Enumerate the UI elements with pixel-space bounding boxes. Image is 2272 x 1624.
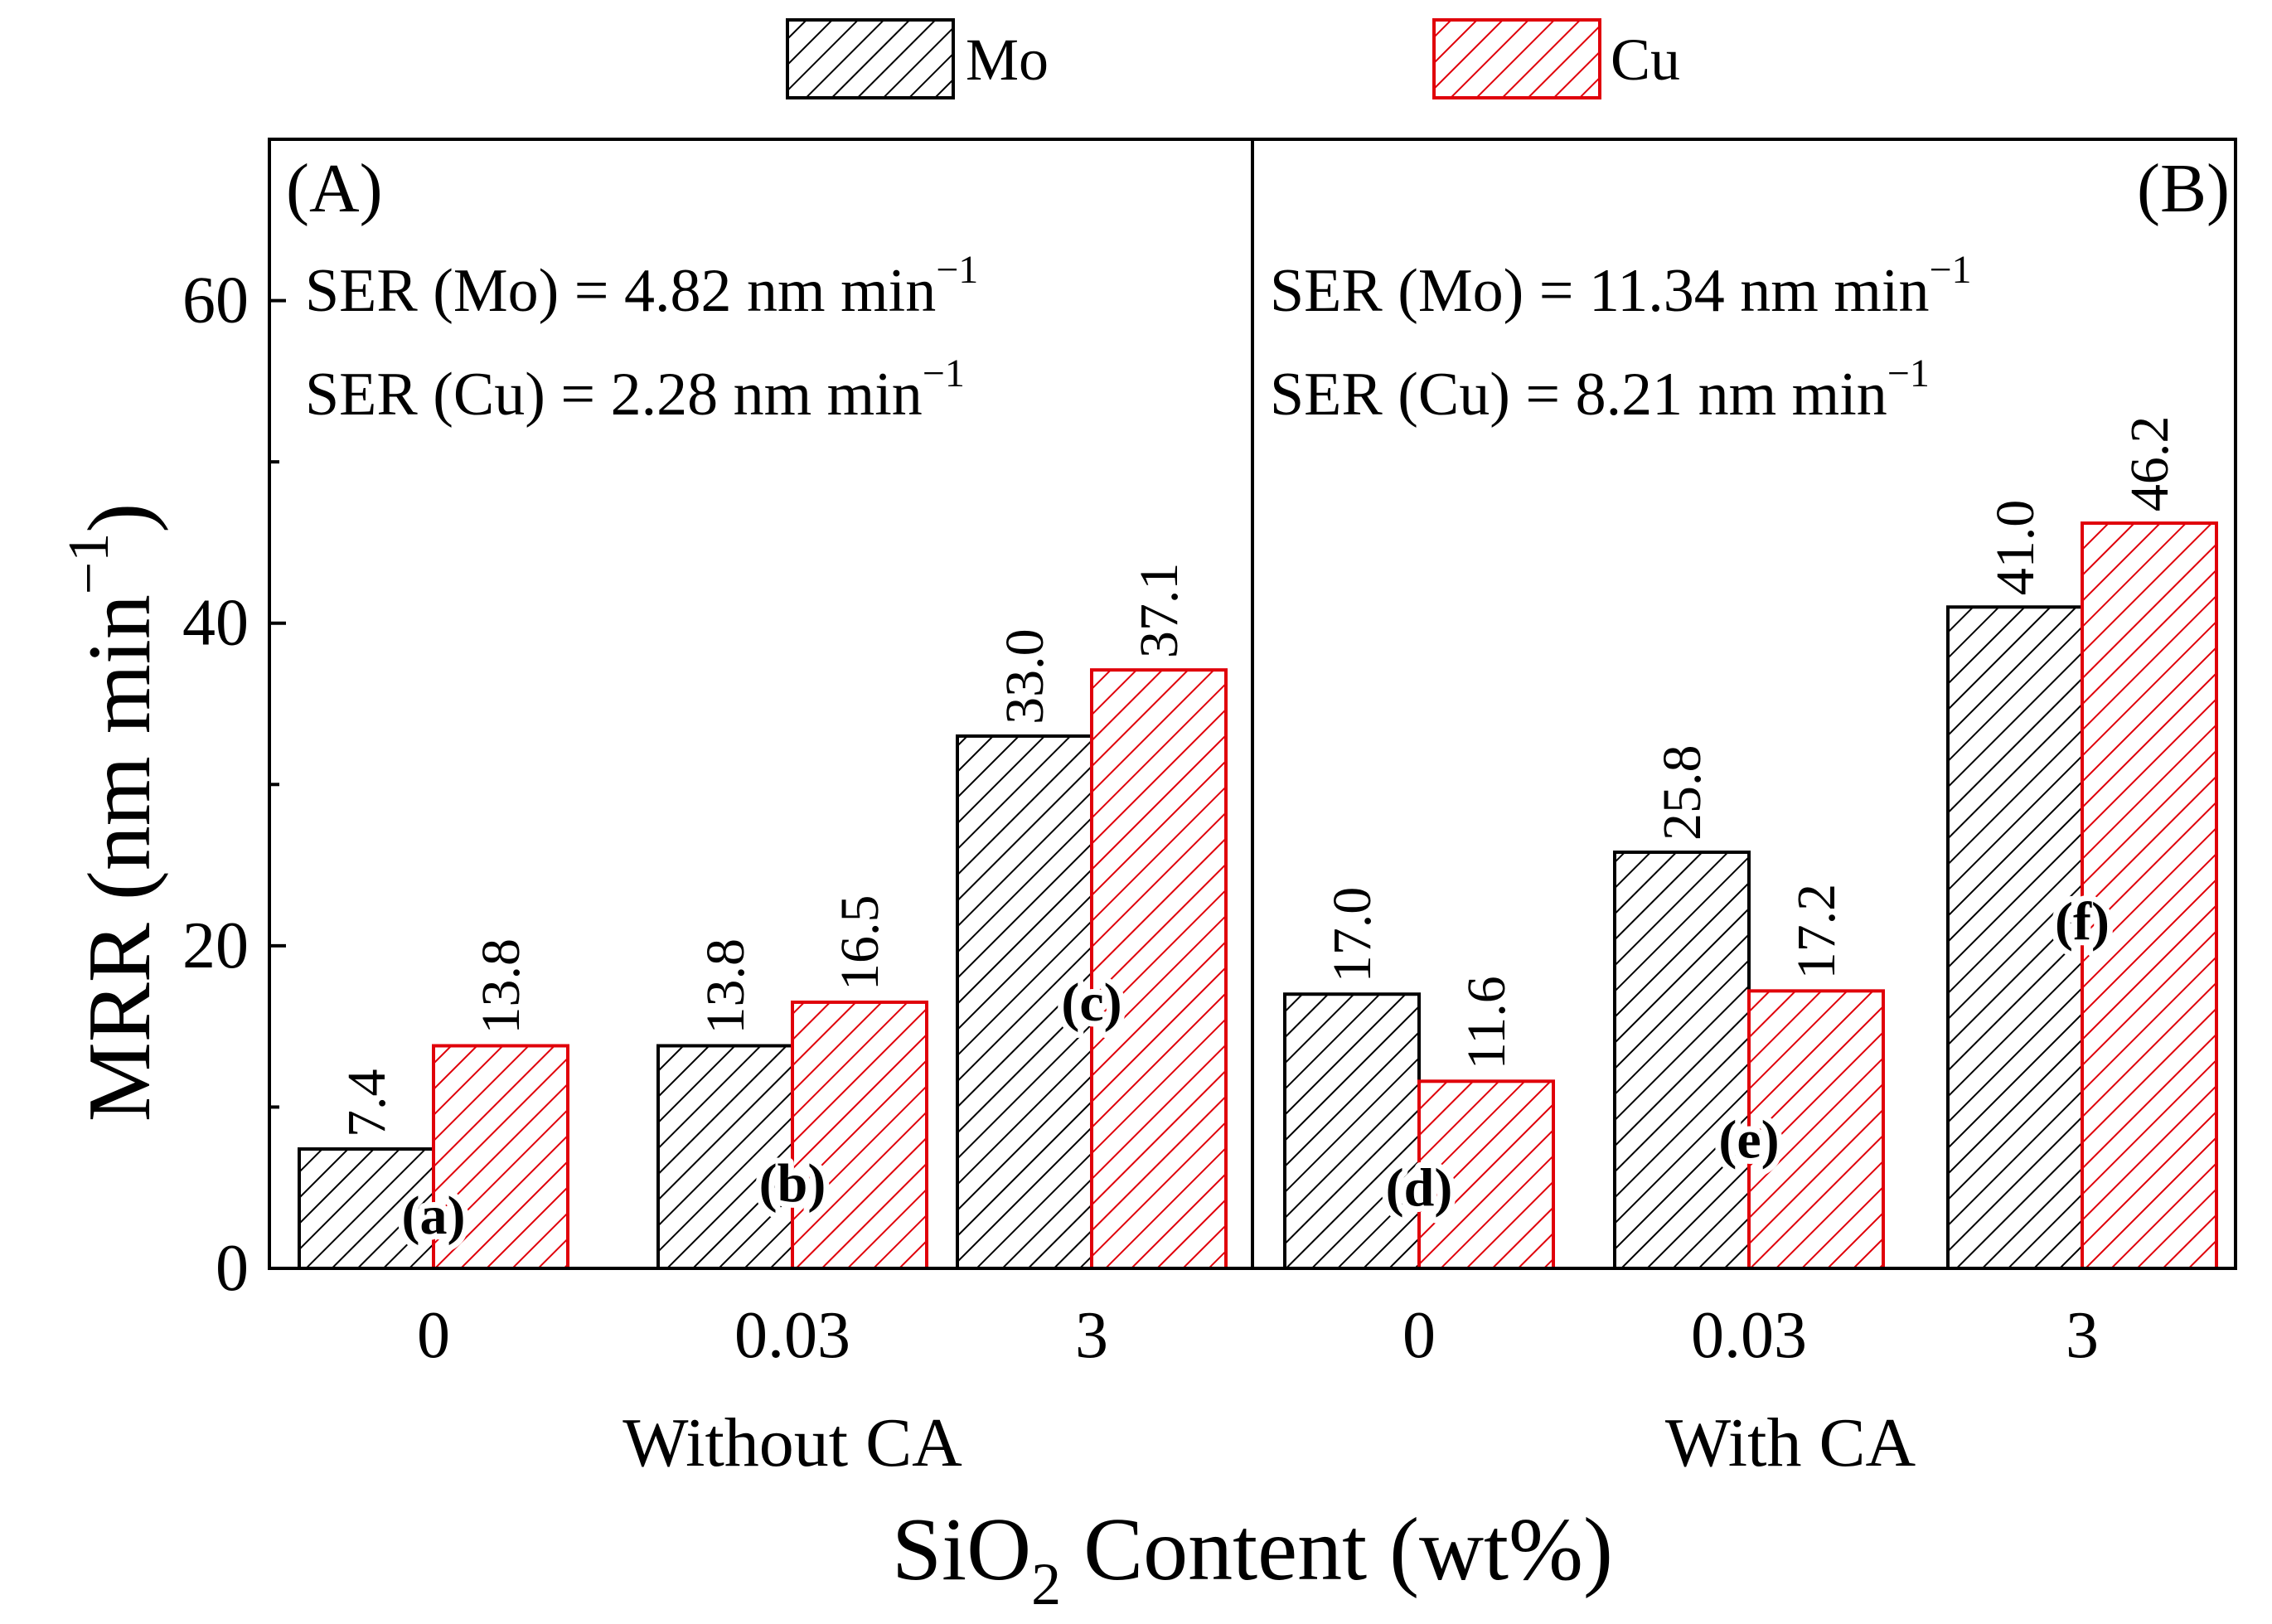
- y-tick-label-20: 20: [182, 909, 249, 982]
- bar-mo: [1946, 605, 2084, 1270]
- bar-annotation: (e): [1718, 1109, 1779, 1170]
- x-tick-label: 3: [1075, 1299, 1108, 1372]
- bar-cu: [1090, 668, 1228, 1270]
- bar-cu: [2081, 521, 2218, 1270]
- bar-mo: [1613, 851, 1751, 1271]
- x-tick-label: 0: [417, 1299, 450, 1372]
- panel-label-a: (A): [286, 150, 383, 227]
- group-label-without-ca: Without CA: [622, 1404, 962, 1481]
- x-tick-label: 0.03: [1691, 1299, 1807, 1372]
- bar-annotation: (a): [402, 1185, 466, 1246]
- panel-label-b: (B): [2137, 150, 2230, 227]
- bar-value-label: 13.8: [695, 938, 756, 1035]
- bar-cu: [1747, 989, 1885, 1271]
- panel-1: 0 17.0 11.6 (d) 0.03 25.8 17.2 (e) 3 41.0 46.2 (f): [1283, 416, 2218, 1372]
- bar-cu: [432, 1044, 569, 1271]
- y-axis: 0 20 40 60: [182, 264, 286, 1305]
- bar-value-label: 46.2: [2119, 416, 2180, 512]
- bar-value-label: 41.0: [1985, 500, 2046, 596]
- bar-annotation: (c): [1061, 972, 1121, 1033]
- ser-mo-panel-a: SER (Mo) = 4.82 nm min−1: [305, 248, 978, 325]
- bar-value-label: 25.8: [1652, 745, 1712, 841]
- bar-annotation: (b): [759, 1153, 826, 1214]
- legend: Mo Cu: [786, 18, 1680, 99]
- bar-mo: [1283, 992, 1421, 1270]
- bar-mo: [956, 734, 1093, 1270]
- bar-annotation: (d): [1386, 1158, 1453, 1219]
- bar-value-label: 17.0: [1322, 887, 1383, 983]
- legend-swatch-mo: [786, 18, 955, 99]
- x-axis-title: SiO2 Content (wt%): [892, 1500, 1613, 1617]
- x-tick-label: 0: [1402, 1299, 1436, 1372]
- legend-label-cu: Cu: [1611, 27, 1680, 93]
- panel-0: 0 7.4 13.8 (a) 0.03 13.8 16.5 (b) 3 33.0 37.1 (c): [298, 563, 1228, 1372]
- bar-cu: [791, 1000, 928, 1270]
- y-tick-label-40: 40: [182, 587, 249, 660]
- ser-mo-panel-b: SER (Mo) = 11.34 nm min−1: [1270, 248, 1972, 325]
- ser-cu-panel-b: SER (Cu) = 8.21 nm min−1: [1270, 351, 1930, 429]
- bar-value-label: 11.6: [1456, 976, 1517, 1069]
- bar-value-label: 13.8: [471, 938, 531, 1035]
- bar-mo: [656, 1044, 794, 1271]
- bar-value-label: 7.4: [337, 1069, 397, 1138]
- ser-cu-panel-a: SER (Cu) = 2.28 nm min−1: [305, 351, 965, 429]
- y-axis-title: MRR (nm min−1): [57, 503, 169, 1122]
- bar-value-label: 17.2: [1786, 884, 1847, 980]
- panels: 0 7.4 13.8 (a) 0.03 13.8 16.5 (b) 3 33.0 37.1 (c) 0 1…: [298, 416, 2218, 1372]
- y-tick-label-0: 0: [216, 1232, 249, 1305]
- y-tick-label-60: 60: [182, 264, 249, 337]
- bar-value-label: 37.1: [1129, 563, 1189, 659]
- legend-swatch-cu: [1432, 18, 1601, 99]
- bar-value-label: 16.5: [830, 894, 890, 991]
- legend-label-mo: Mo: [966, 27, 1049, 93]
- bar-value-label: 33.0: [995, 628, 1055, 725]
- bar-annotation: (f): [2055, 892, 2110, 953]
- x-tick-label: 3: [2066, 1299, 2099, 1372]
- group-label-with-ca: With CA: [1665, 1404, 1916, 1481]
- x-tick-label: 0.03: [734, 1299, 850, 1372]
